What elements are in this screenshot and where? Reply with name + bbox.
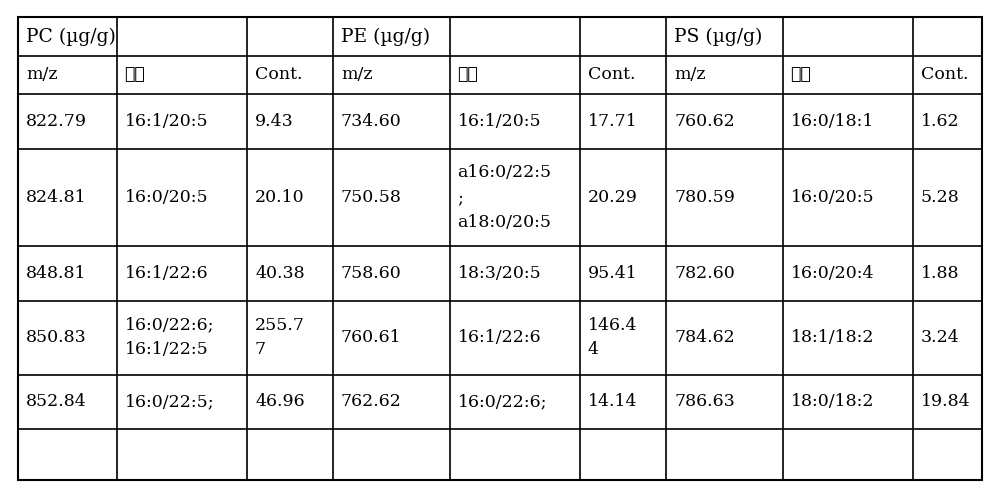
Text: 786.63: 786.63 [674,394,735,410]
Text: 5.28: 5.28 [921,189,960,206]
Text: 780.59: 780.59 [674,189,735,206]
Text: 1.62: 1.62 [921,113,960,130]
Text: m/z: m/z [341,66,372,84]
Text: 782.60: 782.60 [674,265,735,282]
Text: 16:0/22:6;
16:1/22:5: 16:0/22:6; 16:1/22:5 [124,317,214,358]
Text: 40.38: 40.38 [255,265,305,282]
Text: 16:0/22:5;: 16:0/22:5; [124,394,214,410]
Text: 824.81: 824.81 [26,189,87,206]
Text: 760.62: 760.62 [674,113,735,130]
Text: 16:0/18:1: 16:0/18:1 [790,113,874,130]
Text: 16:1/20:5: 16:1/20:5 [124,113,208,130]
Text: 852.84: 852.84 [26,394,87,410]
Text: Cont.: Cont. [921,66,968,84]
Text: 18:3/20:5: 18:3/20:5 [458,265,541,282]
Text: 17.71: 17.71 [588,113,638,130]
Text: 46.96: 46.96 [255,394,305,410]
Text: 16:1/20:5: 16:1/20:5 [458,113,541,130]
Text: 848.81: 848.81 [26,265,87,282]
Text: 20.29: 20.29 [588,189,638,206]
Text: m/z: m/z [674,66,706,84]
Text: 762.62: 762.62 [341,394,402,410]
Text: m/z: m/z [26,66,58,84]
Text: 9.43: 9.43 [255,113,294,130]
Text: Cont.: Cont. [588,66,636,84]
Text: 146.4
4: 146.4 4 [588,317,638,358]
Text: 850.83: 850.83 [26,329,87,346]
Text: 18:1/18:2: 18:1/18:2 [790,329,874,346]
Text: 19.84: 19.84 [921,394,971,410]
Text: 255.7
7: 255.7 7 [255,317,305,358]
Text: Cont.: Cont. [255,66,302,84]
Text: 20.10: 20.10 [255,189,305,206]
Text: 3.24: 3.24 [921,329,960,346]
Text: PS (µg/g): PS (µg/g) [674,27,762,46]
Text: 16:0/20:5: 16:0/20:5 [124,189,208,206]
Text: 734.60: 734.60 [341,113,402,130]
Text: 95.41: 95.41 [588,265,638,282]
Text: 16:1/22:6: 16:1/22:6 [458,329,541,346]
Text: 结构: 结构 [124,66,145,84]
Text: 结构: 结构 [790,66,811,84]
Text: 16:0/20:5: 16:0/20:5 [790,189,874,206]
Text: 16:0/22:6;: 16:0/22:6; [458,394,547,410]
Text: 750.58: 750.58 [341,189,402,206]
Text: 14.14: 14.14 [588,394,638,410]
Text: 760.61: 760.61 [341,329,402,346]
Text: 16:1/22:6: 16:1/22:6 [124,265,208,282]
Text: 822.79: 822.79 [26,113,87,130]
Text: 1.88: 1.88 [921,265,960,282]
Text: 结构: 结构 [458,66,478,84]
Text: PC (µg/g): PC (µg/g) [26,27,116,46]
Text: PE (µg/g): PE (µg/g) [341,27,430,46]
Text: 758.60: 758.60 [341,265,402,282]
Text: 784.62: 784.62 [674,329,735,346]
Text: 16:0/20:4: 16:0/20:4 [790,265,874,282]
Text: a16:0/22:5
;
a18:0/20:5: a16:0/22:5 ; a18:0/20:5 [458,164,552,231]
Text: 18:0/18:2: 18:0/18:2 [790,394,874,410]
